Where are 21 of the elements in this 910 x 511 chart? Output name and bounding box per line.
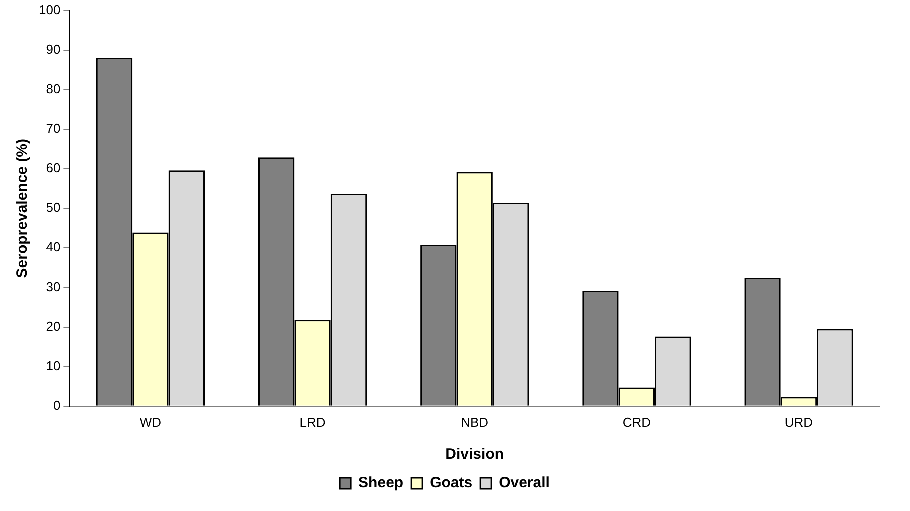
x-axis-title: Division — [446, 446, 504, 464]
y-tick-label: 70 — [46, 121, 61, 136]
x-tick-label: URD — [784, 414, 814, 430]
x-tick-label: NBD — [461, 414, 489, 430]
x-tick-label: LRD — [300, 414, 326, 430]
y-tick-label: 80 — [46, 82, 61, 96]
y-tick-label: 40 — [46, 240, 61, 255]
y-axis-title: Seroprevalence (%) — [14, 138, 32, 278]
y-tick-label: 60 — [46, 160, 61, 176]
y-tick-label: 90 — [46, 42, 61, 57]
x-tick-label: CRD — [622, 414, 651, 430]
y-tick-label: 10 — [46, 358, 61, 374]
y-tick-label: 100 — [38, 2, 61, 18]
y-tick-label: 50 — [46, 200, 61, 216]
legend-label: Sheep — [358, 474, 404, 492]
legend-label: Overall — [499, 474, 550, 492]
y-tick-label: 0 — [53, 398, 61, 413]
y-tick-label: 20 — [46, 318, 61, 334]
legend-label: Goats — [430, 474, 473, 492]
x-tick-label: WD — [140, 414, 162, 430]
y-tick-label: 30 — [46, 279, 61, 294]
